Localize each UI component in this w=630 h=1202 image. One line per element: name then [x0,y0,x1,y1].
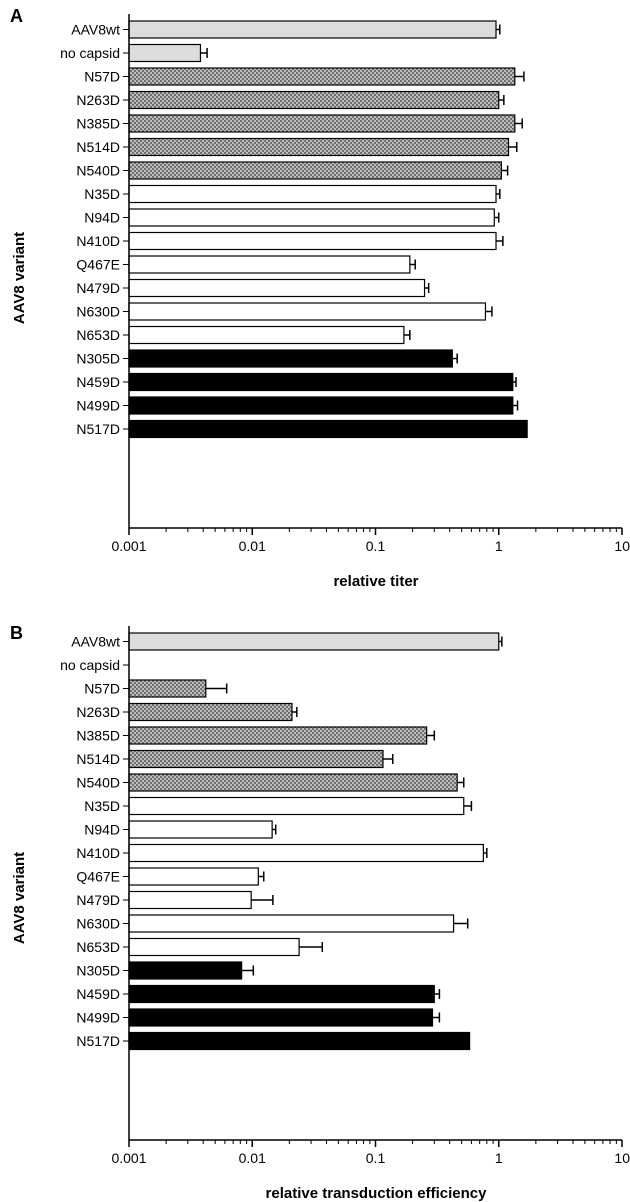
bar [128,90,500,110]
category-label: N630D [76,304,120,320]
category-label: N385D [76,116,120,132]
bar [128,302,487,321]
category-label: Q467E [76,869,120,885]
bar [128,255,411,274]
panel-a-x-axis: 0.001 0.01 0.1 1 10 [111,14,630,554]
bar [128,843,484,863]
bar [128,1031,471,1051]
bar [128,43,202,63]
bar [128,161,502,180]
bar [128,867,259,886]
bar [128,1008,434,1027]
category-label: N94D [84,210,120,226]
category-label: N459D [76,374,120,390]
category-label: N459D [76,986,120,1002]
panel-a-bars [128,20,528,439]
category-label: AAV8wt [71,22,120,38]
bar [128,396,514,415]
bar [128,208,495,227]
category-label: N517D [76,421,120,437]
bar [128,796,465,816]
x-tick-label: 1 [495,538,503,554]
panel-b-x-axis: 0.001 0.01 0.1 1 10 [111,626,630,1166]
bar [128,961,243,980]
x-tick-label: 1 [495,1150,503,1166]
category-label: N57D [84,69,120,85]
bar [128,632,500,651]
category-label: N514D [76,139,120,155]
bar [128,349,453,368]
bar [128,890,252,910]
bar [128,325,405,345]
panel-b: B AAV8 variant AAV8wt no capsid N57D N263D N… [10,623,630,1202]
category-label: N479D [76,280,120,296]
bar [128,67,516,86]
category-label: N263D [76,704,120,720]
category-label: AAV8wt [71,634,120,650]
panel-b-letter: B [10,623,23,643]
category-label: N653D [76,327,120,343]
bar [128,702,293,722]
x-tick-label: 0.1 [366,538,386,554]
x-tick-label: 0.01 [239,1150,266,1166]
category-label: N499D [76,398,120,414]
category-label: N385D [76,728,120,744]
x-tick-label: 0.1 [366,1150,386,1166]
panel-b-x-axis-title: relative transduction efficiency [266,1185,488,1202]
category-label: N540D [76,163,120,179]
x-tick-label: 0.001 [111,538,146,554]
panel-a: A AAV8 variant AAV8wt no capsid N57D N263D N… [10,6,630,590]
bar [128,372,514,392]
x-tick-label: 10 [614,1150,630,1166]
category-label: N499D [76,1010,120,1026]
category-label: N263D [76,92,120,108]
bar [128,278,426,298]
bar [128,137,510,157]
category-label: N653D [76,939,120,955]
x-tick-label: 0.001 [111,1150,146,1166]
x-tick-label: 0.01 [239,538,266,554]
category-label: N94D [84,822,120,838]
category-label: N630D [76,916,120,932]
bar [128,231,497,251]
panel-a-x-axis-title: relative titer [333,573,418,590]
bar [128,20,497,39]
bar [128,914,455,933]
category-label: N517D [76,1033,120,1049]
bar [128,984,435,1004]
category-label: N35D [84,798,120,814]
bar [128,773,458,792]
panel-b-category-labels: AAV8wt no capsid N57D N263D N385D N514D N540D N… [60,634,129,1049]
panel-a-letter: A [10,6,23,26]
bar [128,184,497,204]
bar [128,726,428,745]
category-label: Q467E [76,257,120,273]
category-label: N540D [76,775,120,791]
category-label: no capsid [60,657,120,673]
x-tick-label: 10 [614,538,630,554]
category-label: N35D [84,186,120,202]
panel-b-y-axis-title: AAV8 variant [11,852,28,944]
category-label: N410D [76,845,120,861]
category-label: N305D [76,963,120,979]
bar [128,679,207,698]
bar [128,820,273,839]
bar [128,749,384,769]
category-label: N479D [76,892,120,908]
category-label: N514D [76,751,120,767]
category-label: N57D [84,681,120,697]
panel-b-bars [128,632,503,1051]
panel-a-y-axis-title: AAV8 variant [11,232,28,324]
category-label: no capsid [60,45,120,61]
panel-a-category-labels: AAV8wt no capsid N57D N263D N385D N514D N540D N… [60,22,129,437]
bar [128,937,300,957]
category-label: N410D [76,233,120,249]
bar [128,419,528,439]
bar [128,114,516,133]
category-label: N305D [76,351,120,367]
